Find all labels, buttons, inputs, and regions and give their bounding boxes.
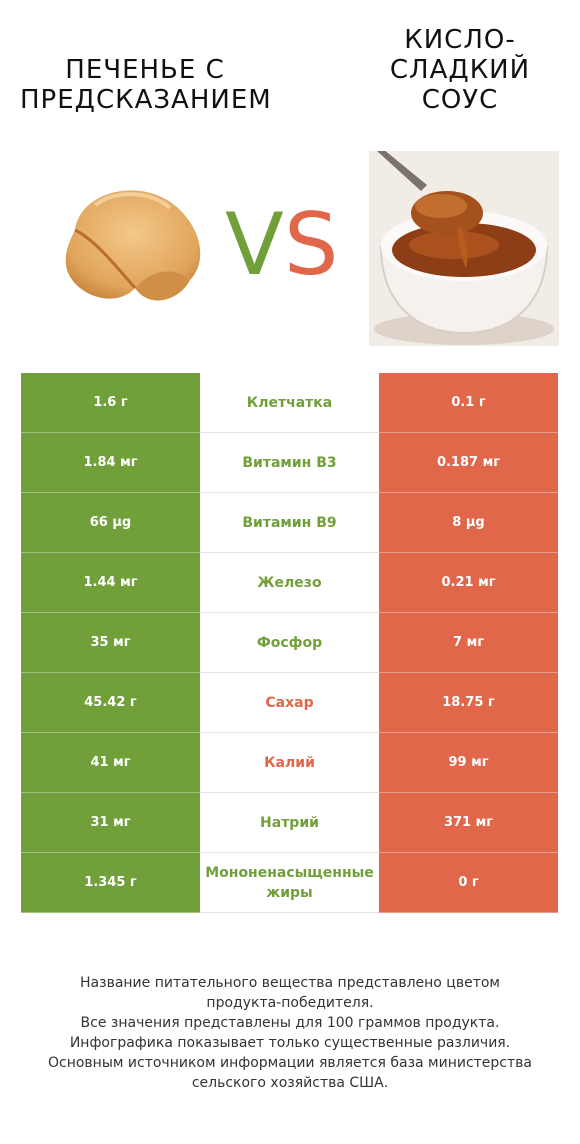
right-value: 0.187 мг (379, 433, 558, 493)
right-value: 18.75 г (379, 673, 558, 733)
nutrient-name: Сахар (200, 673, 379, 733)
fortune-cookie-image (65, 190, 201, 301)
nutrient-name: Калий (200, 733, 379, 793)
left-value: 66 µg (21, 493, 200, 553)
left-value: 1.44 мг (21, 553, 200, 613)
nutrient-name: Железо (200, 553, 379, 613)
left-value: 1.6 г (21, 373, 200, 433)
table-row: 66 µg Витамин B9 8 µg (21, 493, 558, 553)
table-row: 1.44 мг Железо 0.21 мг (21, 553, 558, 613)
left-value: 41 мг (21, 733, 200, 793)
right-value: 371 мг (379, 793, 558, 853)
footer-line: Основным источником информации является … (48, 1055, 532, 1071)
footer-line: Название питательного вещества представл… (80, 975, 500, 991)
right-product-title: КИСЛО-СЛАДКИЙ СОУС (389, 25, 531, 115)
left-product-title: ПЕЧЕНЬЕ С ПРЕДСКАЗАНИЕМ (20, 55, 272, 115)
nutrient-name: Витамин B3 (200, 433, 379, 493)
right-value: 8 µg (379, 493, 558, 553)
right-value: 0 г (379, 853, 558, 913)
footer-notes: Название питательного вещества представл… (20, 973, 560, 1093)
right-value: 99 мг (379, 733, 558, 793)
footer-line: сельского хозяйства США. (191, 1075, 389, 1091)
sweet-sour-sauce-image (369, 151, 559, 346)
table-row: 45.42 г Сахар 18.75 г (21, 673, 558, 733)
left-value: 1.84 мг (21, 433, 200, 493)
vs-s: S (283, 195, 339, 295)
right-value: 0.1 г (379, 373, 558, 433)
table-row: 1.6 г Клетчатка 0.1 г (21, 373, 558, 433)
right-value: 0.21 мг (379, 553, 558, 613)
left-value: 45.42 г (21, 673, 200, 733)
left-value: 31 мг (21, 793, 200, 853)
vs-v: V (225, 195, 284, 295)
footer-line: продукта-победителя. (206, 995, 374, 1011)
nutrient-name: Мононенасыщенные жиры (200, 853, 379, 913)
comparison-table: 1.6 г Клетчатка 0.1 г 1.84 мг Витамин B3… (21, 373, 558, 913)
nutrient-name: Фосфор (200, 613, 379, 673)
nutrient-name: Клетчатка (200, 373, 379, 433)
nutrient-name: Натрий (200, 793, 379, 853)
nutrient-name: Витамин B9 (200, 493, 379, 553)
table-row: 1.84 мг Витамин B3 0.187 мг (21, 433, 558, 493)
table-row: 35 мг Фосфор 7 мг (21, 613, 558, 673)
table-row: 31 мг Натрий 371 мг (21, 793, 558, 853)
table-row: 1.345 г Мононенасыщенные жиры 0 г (21, 853, 558, 913)
vs-label: VS (225, 195, 338, 295)
table-row: 41 мг Калий 99 мг (21, 733, 558, 793)
footer-line: Инфографика показывает только существенн… (69, 1035, 511, 1051)
left-value: 35 мг (21, 613, 200, 673)
footer-line: Все значения представлены для 100 граммо… (80, 1015, 500, 1031)
left-value: 1.345 г (21, 853, 200, 913)
right-value: 7 мг (379, 613, 558, 673)
